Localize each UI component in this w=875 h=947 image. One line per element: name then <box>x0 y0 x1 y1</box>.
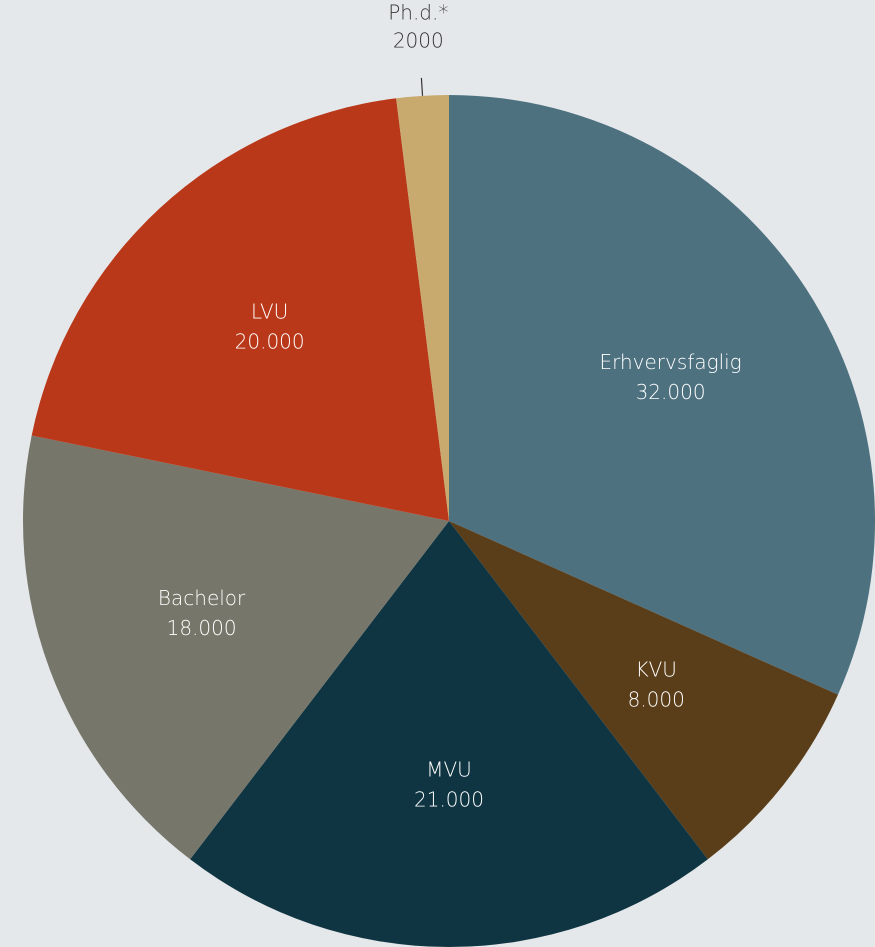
slice-value: 21.000 <box>414 788 484 812</box>
slice-label: Bachelor <box>158 586 246 610</box>
pie-slice <box>31 98 449 522</box>
slice-value: 18.000 <box>167 616 237 640</box>
pie-slice <box>396 95 449 521</box>
slice-value: 32.000 <box>636 380 706 404</box>
pie-slice <box>23 435 450 860</box>
slice-value: 2000 <box>393 28 444 52</box>
leader-line <box>420 77 424 96</box>
slice-value: 20.000 <box>235 330 305 354</box>
pie-slice <box>449 521 838 860</box>
pie-slice <box>190 521 708 947</box>
slice-value: 8.000 <box>628 687 685 711</box>
slice-label: Erhvervsfaglig <box>599 350 741 374</box>
slice-label: KVU <box>636 657 677 681</box>
slice-label: MVU <box>426 758 472 782</box>
slice-label: LVU <box>251 300 288 324</box>
slice-label: Ph.d.* <box>388 0 448 24</box>
pie-slice <box>449 95 875 695</box>
